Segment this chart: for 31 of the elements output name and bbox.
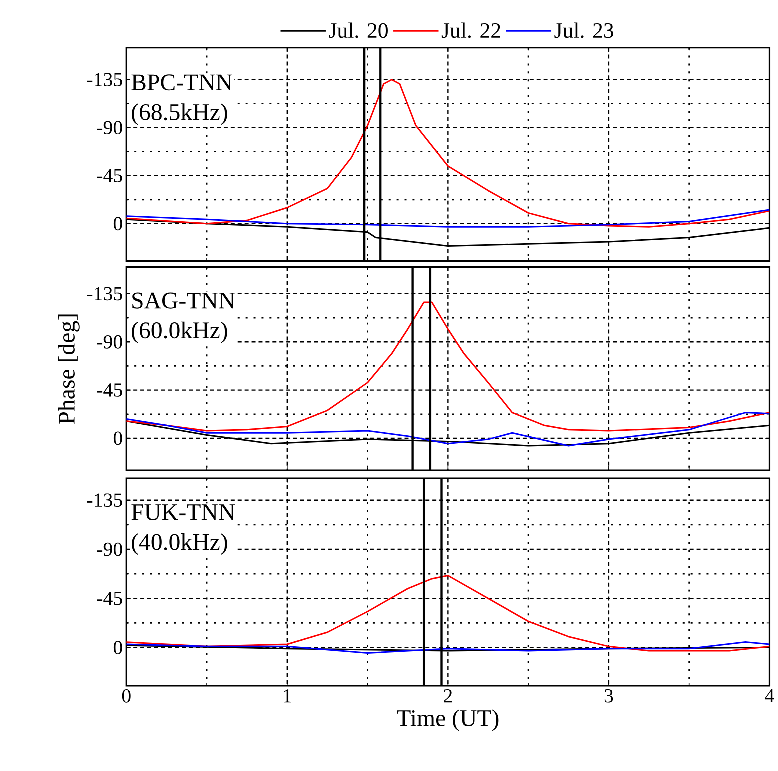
annotation: SAG-TNN — [132, 292, 236, 309]
y-tick-label: 0 — [114, 432, 122, 446]
x-axis-title: Time (UT) — [397, 710, 499, 732]
y-tick-label: 0 — [114, 641, 122, 655]
line-series — [126, 642, 770, 654]
annotation: (68.5kHz) — [132, 104, 228, 126]
line-series — [126, 412, 770, 447]
x-tick-label: 2 — [444, 690, 452, 703]
annotation: FUK-TNN — [132, 504, 236, 521]
y-tick-label: -90 — [97, 121, 122, 135]
y-tick-label: -135 — [87, 494, 122, 508]
y-tick-label: -45 — [97, 169, 122, 183]
annotation: (60.0kHz) — [132, 322, 228, 344]
y-tick-label: -135 — [87, 73, 122, 87]
x-tick-label: 3 — [604, 690, 614, 703]
y-tick-label: -45 — [97, 592, 122, 606]
annotation: BPC-TNN — [132, 74, 232, 91]
legend-label: Jul. 23 — [554, 22, 614, 38]
y-tick-label: 0 — [114, 217, 122, 231]
x-tick-label: 4 — [765, 690, 774, 703]
y-axis-title: Phase [deg] — [58, 314, 80, 424]
y-tick-label: -90 — [97, 336, 122, 349]
legend-label: Jul. 22 — [442, 22, 500, 38]
x-tick-label: 1 — [284, 690, 292, 703]
y-tick-label: -90 — [97, 542, 122, 556]
line-series — [126, 209, 770, 228]
y-tick-label: -135 — [87, 287, 122, 301]
y-tick-label: -45 — [97, 384, 122, 398]
annotation: (40.0kHz) — [132, 534, 228, 556]
legend-label: Jul. 20 — [329, 22, 388, 38]
x-tick-label: 0 — [122, 690, 131, 704]
